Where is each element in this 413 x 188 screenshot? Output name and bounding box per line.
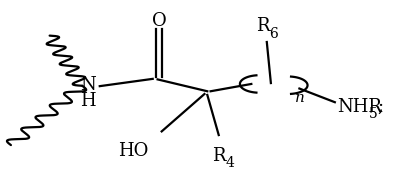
Text: R: R xyxy=(212,147,225,165)
Text: N: N xyxy=(81,76,96,94)
Text: R: R xyxy=(256,17,269,36)
Text: HO: HO xyxy=(118,143,148,161)
Text: 6: 6 xyxy=(269,27,278,41)
Text: O: O xyxy=(152,12,166,30)
Text: NHR: NHR xyxy=(337,98,382,116)
Text: H: H xyxy=(81,92,96,110)
Text: n: n xyxy=(295,91,305,105)
Text: 4: 4 xyxy=(225,156,235,170)
Text: 5: 5 xyxy=(369,107,377,121)
Text: ;: ; xyxy=(377,98,384,116)
